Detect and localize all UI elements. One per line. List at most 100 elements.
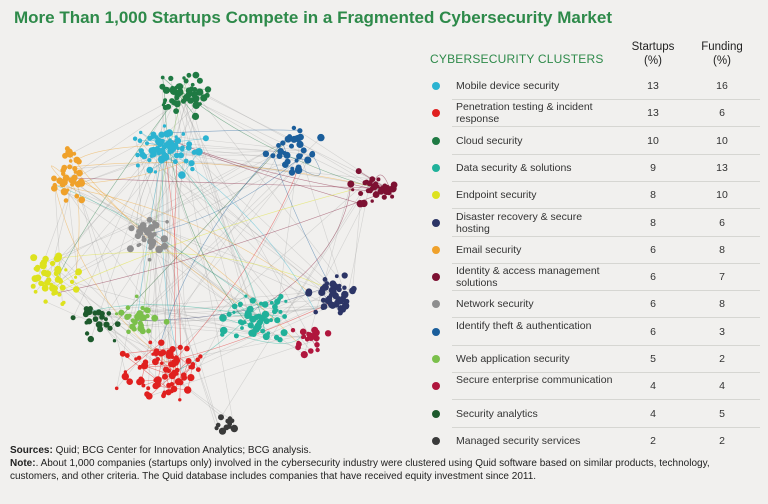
- network-node: [218, 414, 224, 421]
- network-node: [270, 153, 276, 159]
- network-node: [83, 309, 91, 316]
- startups-value: 8: [650, 216, 656, 229]
- network-node: [75, 268, 82, 276]
- network-node: [322, 277, 328, 282]
- network-node: [33, 289, 38, 294]
- network-edge: [293, 139, 375, 187]
- startups-value: 5: [650, 353, 656, 365]
- network-node: [86, 318, 93, 325]
- funding-value: 7: [719, 271, 725, 284]
- network-node: [198, 354, 203, 359]
- network-node: [335, 296, 340, 302]
- network-edges: [32, 75, 394, 429]
- network-node: [192, 71, 200, 79]
- network-node: [140, 305, 145, 311]
- network-node: [244, 294, 248, 298]
- network-edge: [278, 137, 301, 300]
- network-node: [152, 358, 157, 363]
- startups-value: 4: [650, 407, 656, 420]
- network-node: [232, 310, 236, 314]
- network-node: [135, 152, 140, 158]
- network-node: [171, 88, 178, 95]
- network-node: [290, 328, 296, 333]
- network-node: [53, 285, 58, 291]
- network-node: [291, 125, 297, 131]
- cluster-name: Mobile device security: [456, 80, 560, 92]
- network-node: [153, 378, 158, 383]
- network-node: [188, 90, 193, 94]
- network-edge: [68, 152, 126, 373]
- network-node: [278, 293, 284, 300]
- network-node: [284, 158, 291, 165]
- network-edge: [125, 342, 162, 373]
- network-node: [176, 89, 182, 95]
- network-edge: [177, 93, 259, 326]
- network-node: [290, 166, 295, 171]
- network-node: [87, 335, 95, 343]
- network-node: [313, 334, 319, 340]
- cluster-color-dot: [432, 218, 440, 227]
- network-edge: [149, 360, 189, 397]
- network-node: [263, 318, 270, 325]
- network-edge: [134, 138, 219, 426]
- network-node: [141, 153, 148, 160]
- network-node: [336, 286, 342, 293]
- network-edge: [52, 142, 283, 264]
- network-edge: [149, 339, 317, 397]
- network-node: [290, 135, 298, 143]
- cluster-color-dot: [432, 136, 440, 145]
- footnote: Sources: Quid; BCG Center for Innovation…: [10, 444, 760, 483]
- network-node: [276, 143, 281, 148]
- network-node: [73, 174, 78, 179]
- startups-header: Startups (%): [631, 41, 675, 67]
- network-node: [229, 418, 235, 424]
- network-node: [141, 362, 149, 370]
- network-node: [107, 325, 113, 331]
- network-node: [119, 350, 126, 357]
- network-edge: [157, 148, 278, 302]
- network-edge: [154, 234, 217, 429]
- network-node: [342, 285, 347, 290]
- network-edge: [192, 99, 382, 192]
- network-node: [186, 72, 192, 78]
- row-divider: [452, 208, 760, 210]
- network-node: [284, 299, 288, 303]
- row-divider: [452, 399, 760, 401]
- network-node: [77, 178, 85, 185]
- network-node: [139, 328, 146, 335]
- network-node: [295, 164, 302, 171]
- network-node: [372, 191, 380, 199]
- network-node: [177, 344, 183, 350]
- network-node: [187, 374, 195, 382]
- network-edge: [169, 334, 223, 354]
- cluster-name: Secure enterprise communication: [456, 374, 613, 387]
- row-divider: [452, 290, 760, 292]
- network-node: [173, 355, 179, 361]
- network-node: [148, 147, 156, 154]
- network-node: [196, 88, 204, 96]
- network-node: [145, 313, 150, 319]
- network-node: [280, 140, 286, 146]
- network-node: [180, 98, 187, 104]
- cluster-row: Network security 6 8: [420, 291, 760, 319]
- network-edge: [157, 352, 164, 381]
- network-node: [165, 351, 173, 359]
- network-node: [174, 137, 182, 144]
- network-node: [160, 349, 167, 356]
- network-edge: [161, 332, 317, 364]
- network-node: [240, 326, 244, 330]
- network-node: [125, 305, 131, 311]
- startups-value: 6: [650, 298, 656, 311]
- network-node: [238, 303, 243, 308]
- network-edge: [64, 162, 381, 189]
- network-edge: [75, 171, 241, 306]
- network-node: [340, 294, 347, 301]
- network-node: [311, 326, 319, 334]
- network-node: [61, 164, 68, 171]
- cluster-color-dot: [432, 436, 440, 445]
- network-node: [118, 309, 125, 316]
- network-node: [84, 331, 90, 336]
- network-node: [187, 97, 194, 104]
- network-node: [249, 297, 256, 304]
- network-edge: [165, 157, 181, 400]
